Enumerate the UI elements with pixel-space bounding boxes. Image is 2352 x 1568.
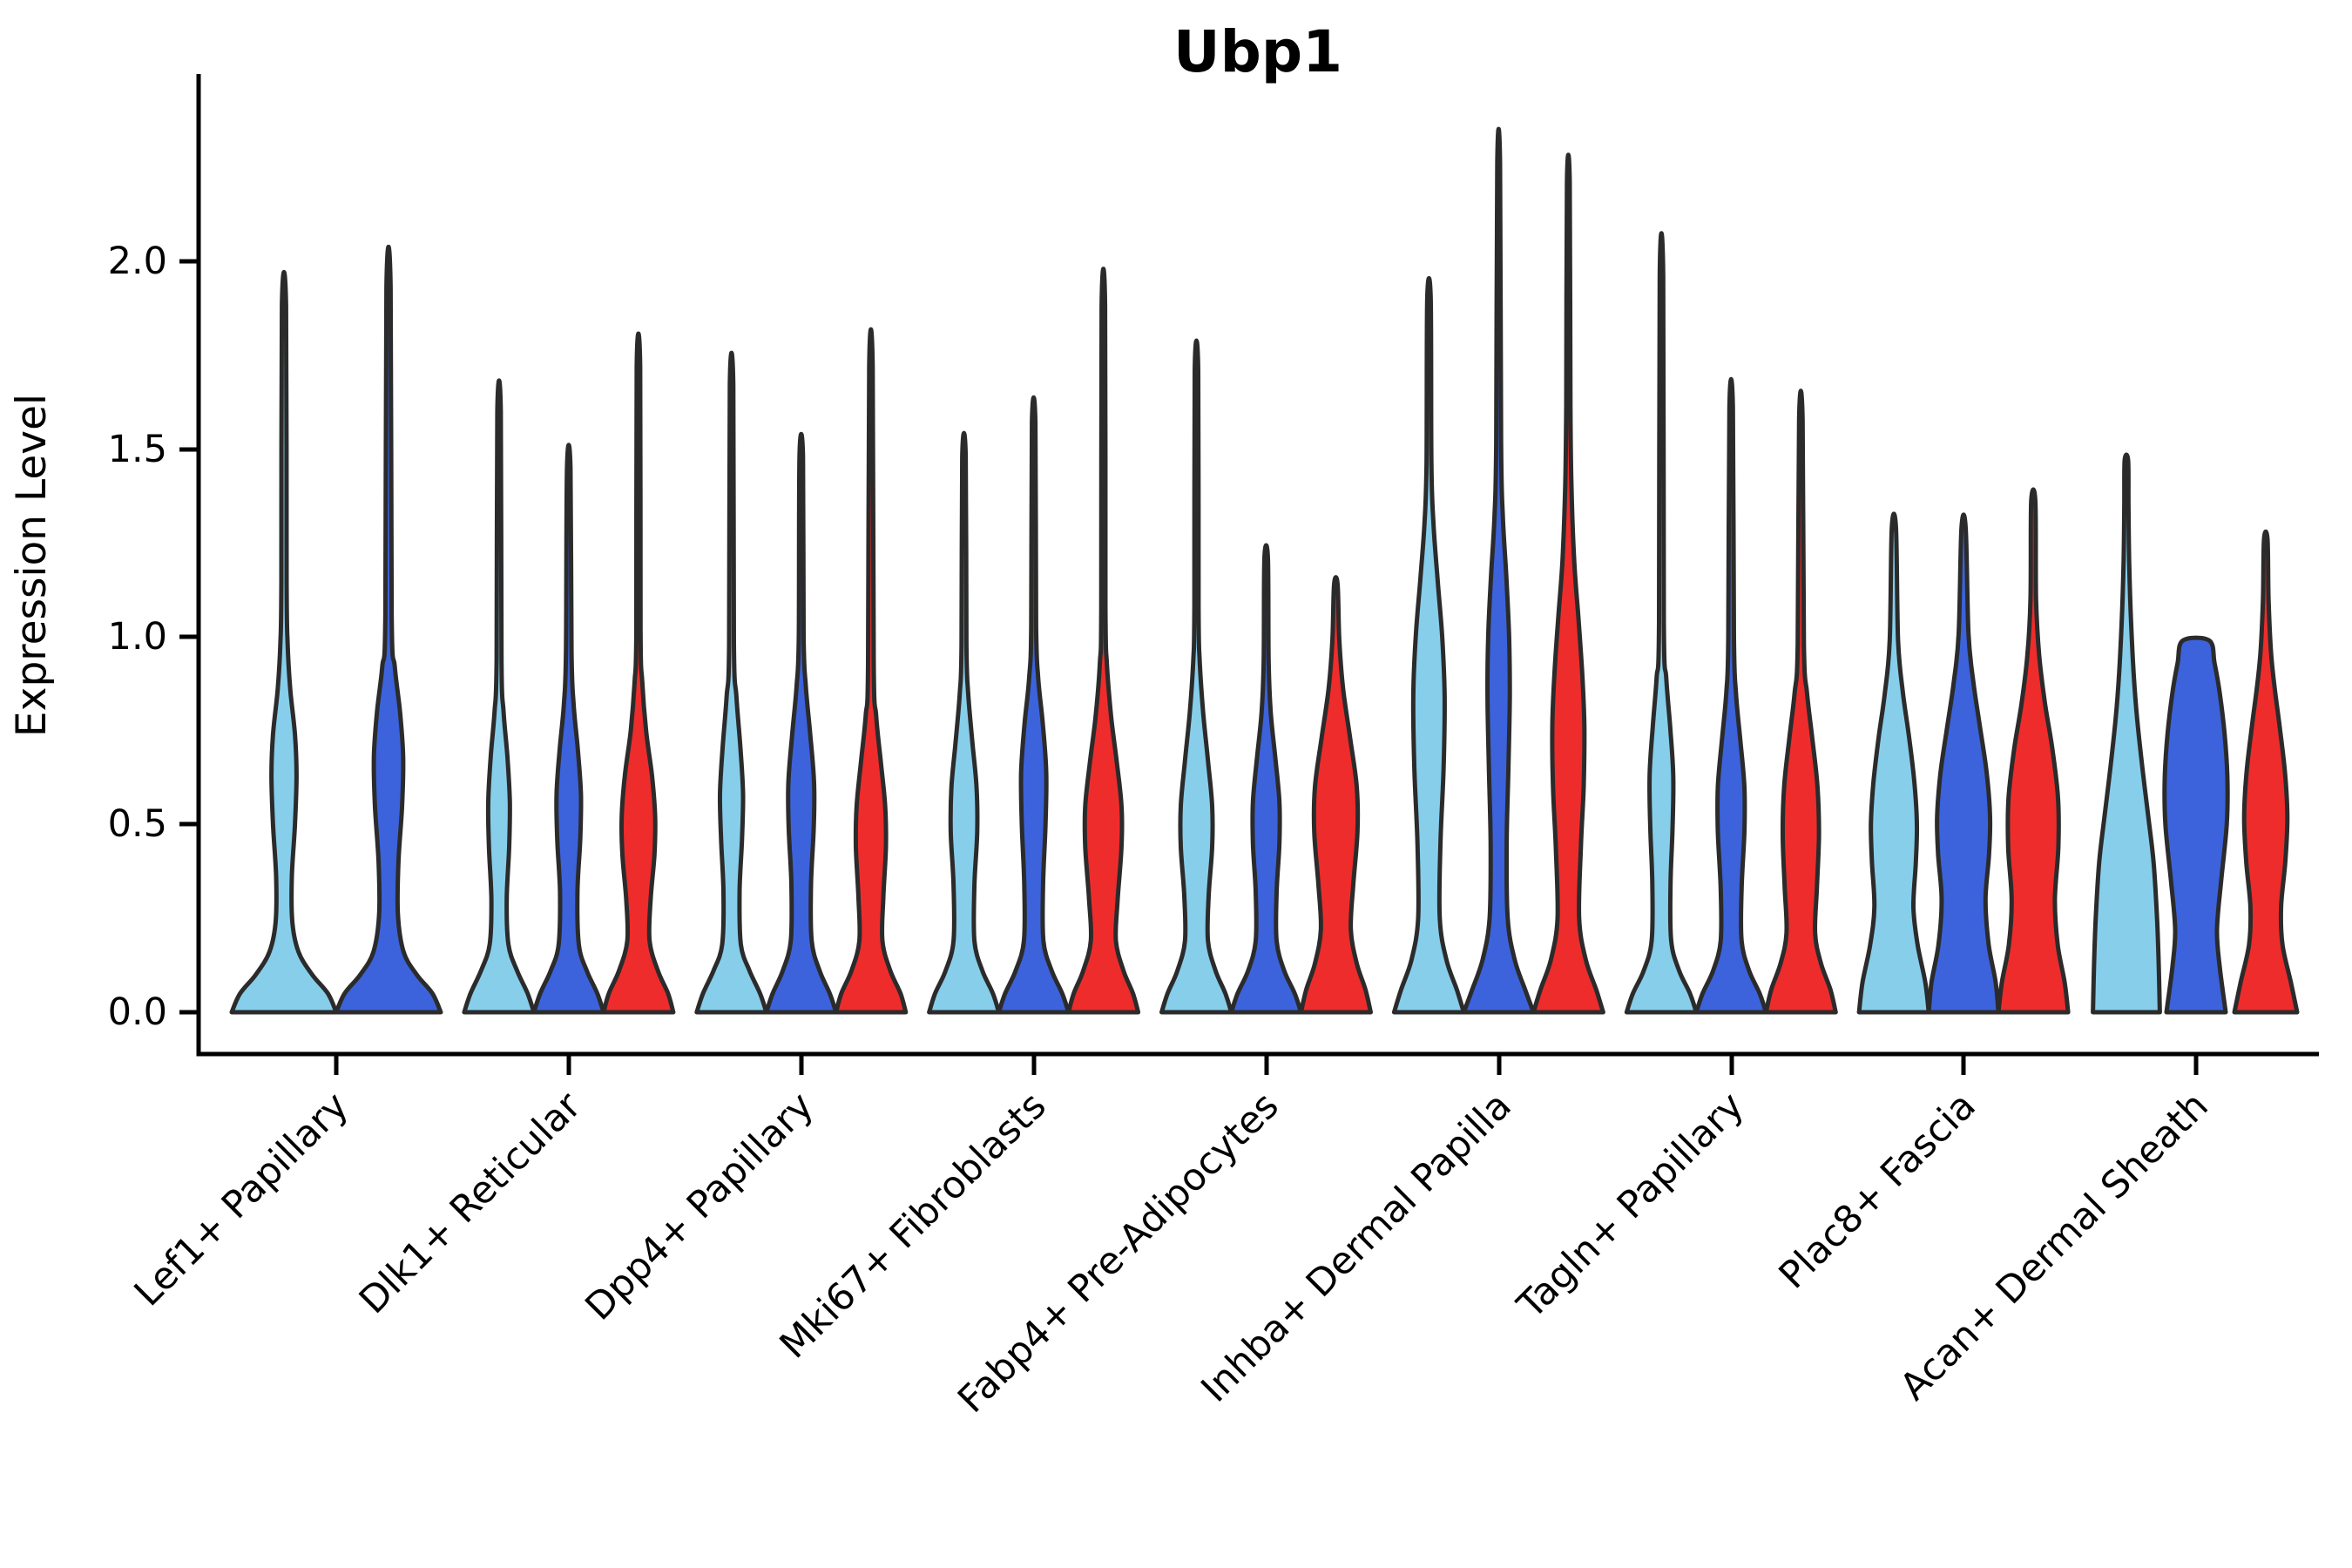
x-tick-labels: Lef1+ Papillary Dlk1+ Reticular Dpp4+ Pa… — [126, 1084, 2217, 1422]
x-tick-label: Tagln+ Papillary — [1509, 1084, 1753, 1328]
x-tick-label: Plac8+ Fascia — [1771, 1084, 1984, 1297]
violin-lef1-papillary-dark_blue — [334, 244, 443, 1015]
violin-dpp4-papillary-dark_blue — [764, 432, 839, 1015]
y-tick-label: 0.5 — [108, 802, 167, 846]
violin-plac8-fascia-red — [1996, 487, 2071, 1015]
violin-mki67-fibroblasts-red — [1066, 267, 1141, 1015]
y-tick-label: 2.0 — [108, 240, 167, 283]
violin-mki67-fibroblasts-dark_blue — [997, 395, 1071, 1015]
y-tick-label: 0.0 — [108, 990, 167, 1034]
violin-fabp4-pre-adipocytes-light_blue — [1159, 338, 1233, 1015]
x-tick-label: Dpp4+ Papillary — [578, 1084, 822, 1328]
violin-dlk1-reticular-light_blue — [462, 378, 537, 1015]
violin-mki67-fibroblasts-light_blue — [927, 431, 1002, 1015]
violin-inhba-dermal-papilla-light_blue — [1391, 276, 1466, 1015]
violin-inhba-dermal-papilla-red — [1531, 152, 1605, 1015]
violin-tagln-papillary-red — [1763, 389, 1838, 1015]
violin-dpp4-papillary-red — [834, 327, 909, 1015]
violin-lef1-papillary-light_blue — [229, 270, 339, 1015]
violin-dpp4-papillary-light_blue — [694, 350, 769, 1015]
violin-plac8-fascia-light_blue — [1856, 511, 1931, 1015]
y-tick-label: 1.5 — [108, 428, 167, 471]
violin-plac8-fascia-dark_blue — [1926, 512, 2001, 1015]
violin-acan-dermal-sheath-light_blue — [2091, 452, 2162, 1015]
y-tick-labels: 2.0 1.5 1.0 0.5 0.0 — [108, 240, 167, 1034]
chart-title: Ubp1 — [1173, 18, 1342, 85]
x-tick-label: Lef1+ Papillary — [126, 1084, 357, 1315]
violin-fabp4-pre-adipocytes-red — [1299, 575, 1373, 1015]
violin-dlk1-reticular-red — [601, 331, 676, 1015]
violins-layer — [229, 126, 2300, 1015]
violin-acan-dermal-sheath-red — [2232, 529, 2300, 1015]
y-tick-marks — [179, 259, 199, 1015]
violin-tagln-papillary-dark_blue — [1693, 376, 1768, 1015]
y-tick-label: 1.0 — [108, 615, 167, 659]
x-tick-marks — [334, 1054, 2199, 1075]
x-tick-label: Dlk1+ Reticular — [351, 1084, 590, 1322]
violin-acan-dermal-sheath-dark_blue — [2162, 635, 2230, 1015]
violin-tagln-papillary-light_blue — [1624, 231, 1699, 1015]
violin-dlk1-reticular-dark_blue — [531, 443, 606, 1015]
y-axis-label: Expression Level — [8, 394, 56, 737]
x-tick-label: Mki67+ Fibroblasts — [772, 1084, 1055, 1367]
violin-inhba-dermal-papilla-dark_blue — [1461, 126, 1536, 1015]
violin-fabp4-pre-adipocytes-dark_blue — [1229, 543, 1303, 1015]
